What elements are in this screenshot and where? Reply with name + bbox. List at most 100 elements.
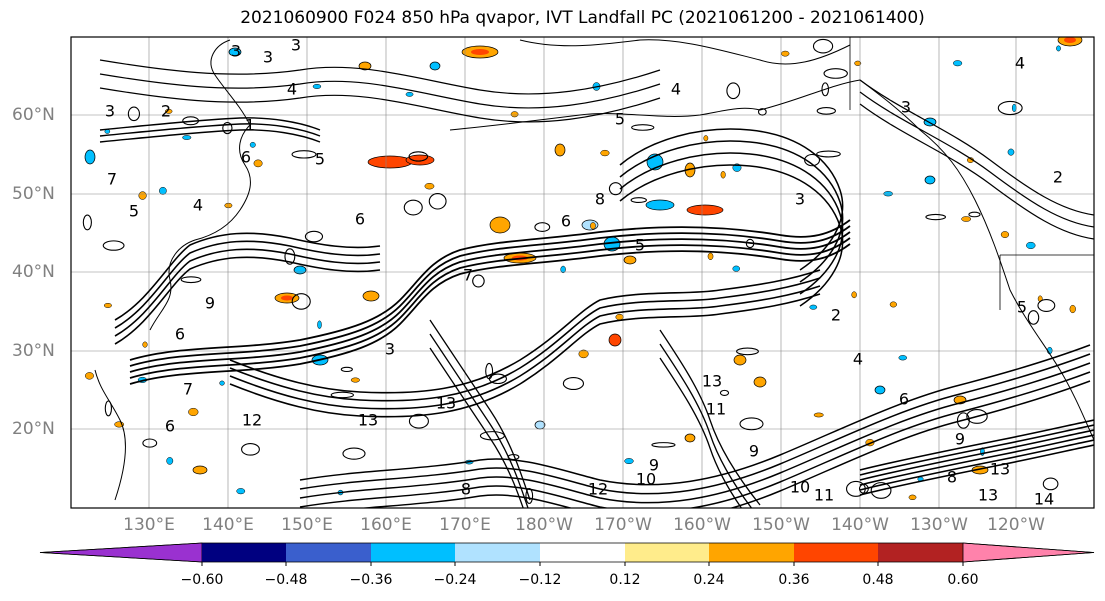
ivt-contour-closed — [82, 214, 92, 231]
qvapor-anomaly-core — [471, 49, 489, 55]
ivt-contour-closed — [630, 197, 647, 204]
coastline — [210, 39, 251, 126]
qvapor-anomaly-patch — [293, 265, 307, 275]
qvapor-anomaly-patch — [228, 47, 242, 57]
ivt-contour-closed — [858, 483, 869, 494]
colorbar-extend-low — [39, 542, 203, 563]
qvapor-anomaly-patch — [358, 61, 372, 71]
qvapor-anomaly-speck — [720, 171, 726, 179]
ivt-contour-east-jet — [859, 419, 1094, 471]
ivt-contour-arctic — [99, 73, 661, 109]
contour-label: 9 — [955, 430, 965, 449]
contour-label: 13 — [990, 460, 1010, 479]
lon-label-130e: 130°E — [123, 515, 175, 535]
ivt-contour-closed — [102, 240, 125, 251]
colorbar-tick-8: 0.36 — [778, 572, 810, 588]
qvapor-anomaly-patch — [874, 385, 886, 395]
ivt-contour-closed — [1037, 299, 1056, 312]
ivt-contour-northeast — [859, 91, 1094, 228]
qvapor-anomaly-patch — [753, 376, 767, 388]
qvapor-anomaly-speck — [317, 320, 322, 329]
ivt-contour-closed — [562, 376, 585, 391]
contour-label: 1 — [245, 116, 255, 135]
contour-label: 9 — [649, 456, 659, 475]
contour-label: 3 — [795, 190, 805, 209]
qvapor-anomaly-speck — [707, 252, 714, 260]
ivt-contour-closed — [757, 108, 767, 116]
qvapor-anomaly-speck — [854, 60, 862, 66]
colorbar-tick-3: −0.36 — [349, 572, 393, 588]
qvapor-anomaly-speck — [85, 372, 94, 380]
qvapor-anomaly-speck — [889, 301, 897, 308]
ivt-contour-closed — [342, 447, 366, 460]
ivt-contour-closed — [222, 121, 233, 135]
contour-label: 8 — [595, 190, 605, 209]
coastline — [519, 39, 851, 65]
ivt-contour-closed — [180, 276, 202, 284]
contour-label: 7 — [463, 266, 473, 285]
colorbar — [39, 542, 1095, 566]
contour-label: 11 — [706, 400, 726, 419]
ivt-contour-closed — [870, 482, 892, 499]
ivt-contour-closed — [127, 106, 141, 122]
ivt-contour-closed — [821, 82, 830, 97]
ivt-contour-closed — [997, 100, 1023, 116]
contour-label: 7 — [183, 380, 193, 399]
ivt-contour-closed — [408, 413, 429, 429]
contour-label: 7 — [107, 170, 117, 189]
qvapor-anomaly-speck — [851, 291, 857, 299]
coastlines — [94, 37, 1094, 501]
colorbar-extend-high — [962, 542, 1095, 563]
qvapor-anomaly-speck — [1011, 103, 1017, 112]
ivt-contour-closed — [816, 150, 841, 158]
colorbar-tick-1: −0.60 — [180, 572, 224, 588]
qvapor-anomaly-speck — [164, 108, 173, 114]
ivt-contour-south-loop — [229, 269, 821, 394]
qvapor-anomaly-speck — [1007, 148, 1015, 156]
ivt-contour-subtropical — [299, 371, 1091, 508]
contour-label: 2 — [161, 102, 171, 121]
contour-label: 3 — [291, 36, 301, 55]
contour-label: 10 — [636, 470, 656, 489]
qvapor-anomaly-patch — [554, 143, 566, 157]
qvapor-anomaly-speck — [405, 91, 414, 97]
ivt-contour-meridional — [429, 333, 529, 508]
qvapor-anomaly-speck — [703, 135, 709, 142]
contour-label: 3 — [263, 48, 273, 67]
ivt-contour-jet — [129, 243, 851, 385]
ivt-contour-closed — [845, 480, 866, 497]
contour-label: 13 — [436, 394, 456, 413]
qvapor-anomaly-speck — [138, 191, 147, 200]
contour-label: 3 — [231, 42, 241, 61]
ivt-contour-closed — [608, 182, 623, 196]
ivt-contour-south-loop — [229, 293, 821, 418]
political-boundary — [849, 37, 1094, 310]
ivt-contour-low-swirl — [619, 128, 844, 271]
qvapor-anomaly-patch — [686, 204, 724, 216]
qvapor-anomaly-patch — [534, 420, 546, 430]
ivt-contour-east-jet — [859, 429, 1094, 481]
contour-label: 8 — [947, 468, 957, 487]
contour-label: 5 — [315, 150, 325, 169]
ivt-contour-closed — [736, 347, 759, 356]
qvapor-anomaly-speck — [103, 303, 112, 308]
contour-label: 13 — [702, 372, 722, 391]
qvapor-anomaly-patch — [733, 354, 747, 366]
ivt-contour-arctic — [99, 87, 661, 123]
qvapor-anomaly-speck — [1000, 231, 1010, 238]
ivt-contour-meridional — [429, 319, 531, 501]
ivt-contour-jet — [129, 231, 851, 373]
colorbar-tick-2: −0.48 — [264, 572, 308, 588]
contour-label: 8 — [461, 480, 471, 499]
ivt-contour-low-swirl — [619, 152, 844, 295]
ivt-contour-closed — [631, 124, 655, 131]
ivt-contour-closed — [291, 293, 311, 310]
lon-label-140w: 140°W — [831, 515, 889, 535]
colorbar-segment — [709, 543, 794, 562]
ivt-contour-closed — [428, 192, 447, 210]
ivt-contour-closed — [488, 373, 507, 385]
qvapor-anomaly-patch — [645, 199, 675, 211]
qvapor-anomaly-patch — [924, 175, 936, 185]
